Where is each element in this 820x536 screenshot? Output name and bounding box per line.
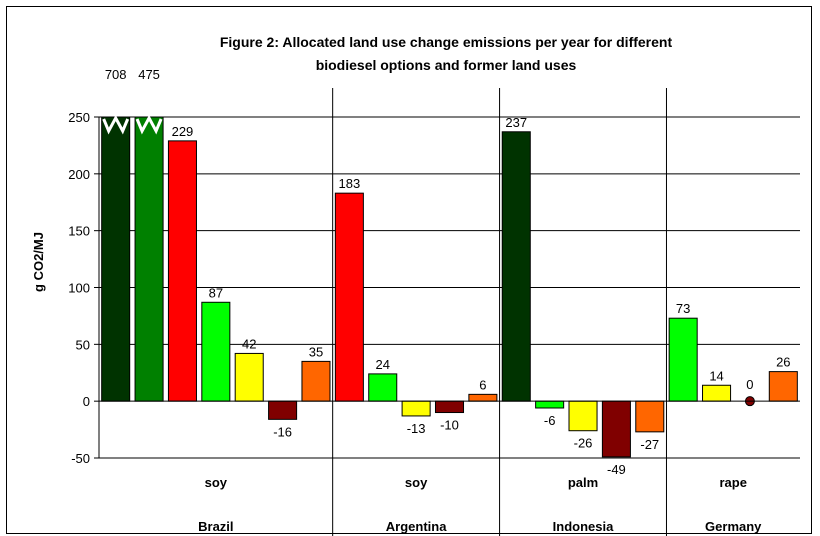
bar bbox=[668, 317, 698, 402]
bar bbox=[101, 116, 131, 402]
bar bbox=[501, 131, 531, 402]
data-label: 87 bbox=[209, 285, 223, 300]
data-label: 475 bbox=[138, 67, 160, 82]
crop-label: palm bbox=[568, 475, 598, 490]
axis-break-mark bbox=[135, 114, 163, 135]
data-label: 237 bbox=[505, 115, 527, 130]
data-label: 26 bbox=[776, 355, 790, 370]
bar bbox=[334, 192, 364, 402]
bar bbox=[768, 371, 798, 402]
data-label: 708 bbox=[105, 67, 127, 82]
bar bbox=[468, 393, 498, 402]
country-label: Indonesia bbox=[553, 519, 614, 534]
bar bbox=[568, 400, 598, 432]
data-label: -10 bbox=[440, 418, 459, 433]
axes: 250 200 150 100 50 0 -50 bbox=[68, 88, 800, 536]
data-label: -26 bbox=[574, 436, 593, 451]
axis-break-mark bbox=[102, 114, 130, 135]
data-label: 42 bbox=[242, 336, 256, 351]
crop-label: rape bbox=[720, 475, 747, 490]
data-label: -13 bbox=[407, 421, 426, 436]
y-tick-label: 0 bbox=[83, 394, 90, 409]
data-label: -6 bbox=[544, 413, 556, 428]
bar bbox=[201, 301, 231, 402]
data-label: -16 bbox=[273, 424, 292, 439]
chart-title-line-2: biodiesel options and former land uses bbox=[316, 57, 577, 73]
bar bbox=[368, 373, 398, 402]
bar bbox=[434, 400, 465, 414]
y-tick-label: 150 bbox=[68, 224, 90, 239]
chart-frame bbox=[6, 6, 812, 534]
category-labels: soy Brazil soy Argentina palm Indonesia rape Ge… bbox=[198, 475, 762, 534]
data-label: 183 bbox=[339, 176, 361, 191]
country-label: Brazil bbox=[198, 519, 233, 534]
data-label: -27 bbox=[640, 437, 659, 452]
y-tick-label: 100 bbox=[68, 281, 90, 296]
bar bbox=[601, 400, 631, 458]
data-label: 14 bbox=[709, 368, 723, 383]
crop-label: soy bbox=[405, 475, 428, 490]
data-labels: 708 475 229 87 42 -16 35 183 24 -13 -10 6 237 -6 -26 -4… bbox=[105, 67, 791, 477]
y-tick-label: 200 bbox=[68, 167, 90, 182]
bar bbox=[635, 400, 665, 433]
y-tick-label: 250 bbox=[68, 110, 90, 125]
data-label: 229 bbox=[172, 124, 194, 139]
bars bbox=[101, 114, 798, 458]
data-label: 35 bbox=[309, 344, 323, 359]
bar bbox=[702, 384, 732, 402]
country-label: Argentina bbox=[386, 519, 447, 534]
crop-label: soy bbox=[205, 475, 228, 490]
y-tick-label: 50 bbox=[76, 337, 90, 352]
data-label: 73 bbox=[676, 301, 690, 316]
y-axis-label: g CO2/MJ bbox=[31, 232, 46, 292]
bar bbox=[134, 116, 164, 402]
data-label: 24 bbox=[376, 357, 390, 372]
bar bbox=[401, 400, 431, 417]
bar bbox=[167, 140, 197, 402]
y-tick-label: -50 bbox=[71, 451, 90, 466]
chart-title-line-1: Figure 2: Allocated land use change emis… bbox=[220, 34, 673, 50]
data-label: -49 bbox=[607, 462, 626, 477]
data-label: 6 bbox=[479, 377, 486, 392]
bar bbox=[268, 400, 298, 420]
bar bbox=[234, 352, 264, 402]
bar bbox=[535, 400, 565, 409]
country-label: Germany bbox=[705, 519, 762, 534]
data-label: 0 bbox=[746, 377, 753, 392]
bar bbox=[301, 360, 331, 402]
